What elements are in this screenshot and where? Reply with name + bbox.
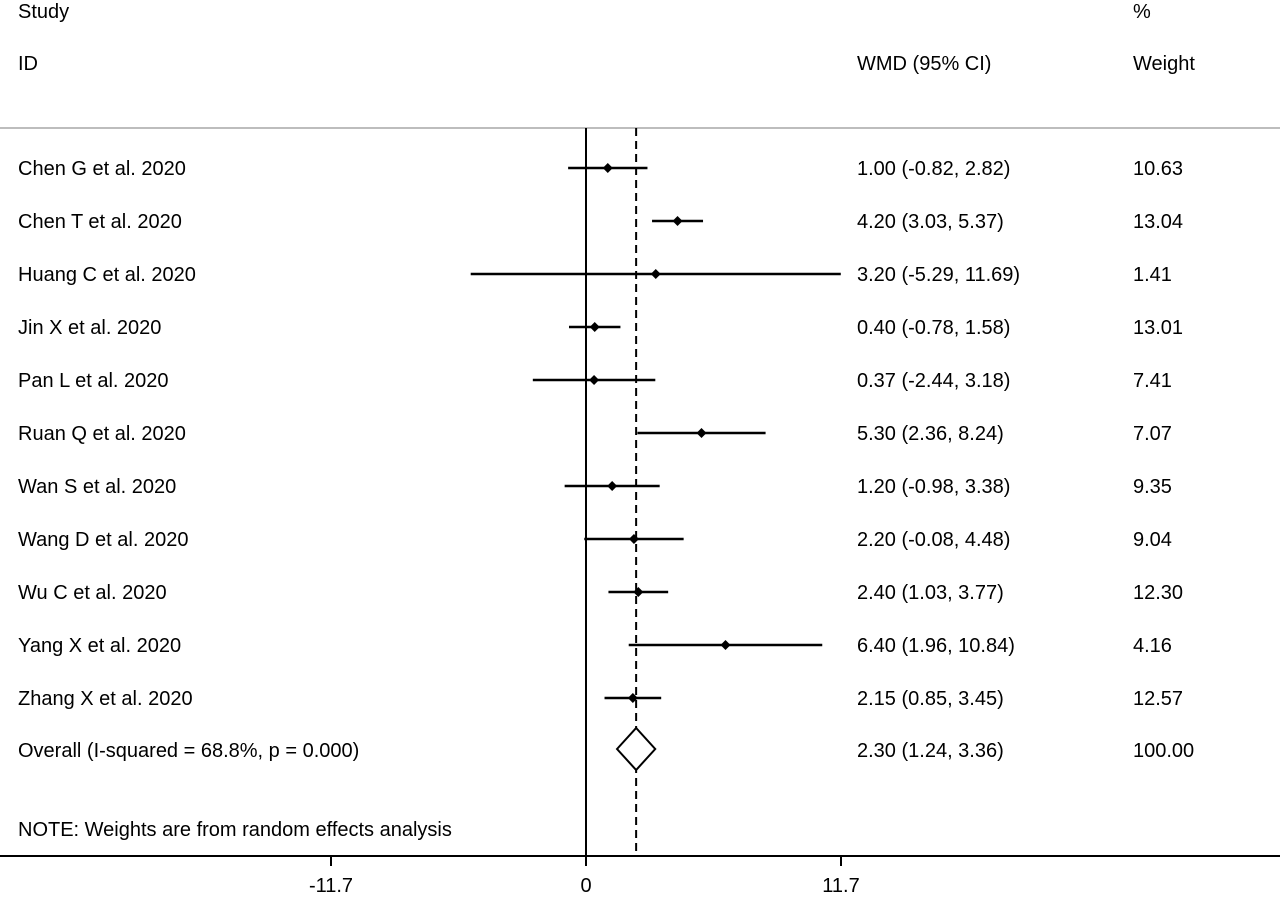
study-row: Huang C et al. 2020 3.20 (-5.29, 11.69) 1.… [18, 264, 1172, 286]
study-ci-text: 2.40 (1.03, 3.77) [857, 582, 1004, 604]
study-weight: 12.57 [1133, 688, 1183, 710]
study-weight: 13.01 [1133, 317, 1183, 339]
study-label: Yang X et al. 2020 [18, 635, 181, 657]
header-study: Study [18, 1, 69, 23]
study-label: Wan S et al. 2020 [18, 476, 176, 498]
study-ci-text: 0.37 (-2.44, 3.18) [857, 370, 1010, 392]
point-estimate-marker [589, 322, 600, 332]
study-label: Chen G et al. 2020 [18, 158, 186, 180]
x-axis-tick-label: -11.7 [309, 875, 353, 897]
study-label: Huang C et al. 2020 [18, 264, 196, 286]
x-axis-tick-label: 11.7 [822, 875, 859, 897]
study-ci-text: 4.20 (3.03, 5.37) [857, 211, 1004, 233]
study-label: Wang D et al. 2020 [18, 529, 188, 551]
study-label: Zhang X et al. 2020 [18, 688, 193, 710]
header-weight: Weight [1133, 53, 1195, 75]
study-row: Zhang X et al. 2020 2.15 (0.85, 3.45) 12.5… [18, 688, 1183, 710]
study-row: Yang X et al. 2020 6.40 (1.96, 10.84) 4.16 [18, 635, 1172, 657]
study-row: Wan S et al. 2020 1.20 (-0.98, 3.38) 9.35 [18, 476, 1172, 498]
study-ci-text: 5.30 (2.36, 8.24) [857, 423, 1004, 445]
study-label: Jin X et al. 2020 [18, 317, 161, 339]
point-estimate-marker [607, 481, 618, 491]
study-ci-text: 2.20 (-0.08, 4.48) [857, 529, 1010, 551]
header-id: ID [18, 53, 38, 75]
point-estimate-marker [720, 640, 731, 650]
study-weight: 12.30 [1133, 582, 1183, 604]
study-ci-text: 2.15 (0.85, 3.45) [857, 688, 1004, 710]
overall-weight: 100.00 [1133, 740, 1194, 762]
study-label: Chen T et al. 2020 [18, 211, 182, 233]
study-weight: 10.63 [1133, 158, 1183, 180]
overall-diamond [615, 726, 657, 772]
header-percent: % [1133, 1, 1151, 23]
point-estimate-marker [672, 216, 683, 226]
study-row: Chen T et al. 2020 4.20 (3.03, 5.37) 13.04 [18, 211, 1183, 233]
footnote: NOTE: Weights are from random effects an… [18, 819, 452, 841]
study-row: Wu C et al. 2020 2.40 (1.03, 3.77) 12.30 [18, 582, 1183, 604]
study-weight: 9.35 [1133, 476, 1172, 498]
study-ci-text: 3.20 (-5.29, 11.69) [857, 264, 1020, 286]
study-row: Jin X et al. 2020 0.40 (-0.78, 1.58) 13.01 [18, 317, 1183, 339]
study-weight: 9.04 [1133, 529, 1172, 551]
point-estimate-marker [628, 534, 639, 544]
study-weight: 7.07 [1133, 423, 1172, 445]
x-axis-tick-label: 0 [580, 875, 591, 897]
overall-ci-text: 2.30 (1.24, 3.36) [857, 740, 1004, 762]
point-estimate-marker [602, 163, 613, 173]
study-weight: 1.41 [1133, 264, 1172, 286]
study-row: Chen G et al. 2020 1.00 (-0.82, 2.82) 10.6… [18, 158, 1183, 180]
study-ci-text: 1.20 (-0.98, 3.38) [857, 476, 1010, 498]
study-row: Pan L et al. 2020 0.37 (-2.44, 3.18) 7.41 [18, 370, 1172, 392]
study-label: Wu C et al. 2020 [18, 582, 167, 604]
study-ci-text: 1.00 (-0.82, 2.82) [857, 158, 1010, 180]
study-weight: 7.41 [1133, 370, 1172, 392]
study-label: Pan L et al. 2020 [18, 370, 169, 392]
study-label: Ruan Q et al. 2020 [18, 423, 186, 445]
study-weight: 13.04 [1133, 211, 1183, 233]
study-row: Wang D et al. 2020 2.20 (-0.08, 4.48) 9.04 [18, 529, 1172, 551]
study-ci-text: 0.40 (-0.78, 1.58) [857, 317, 1010, 339]
x-axis-ticks: -11.7 0 11.7 [309, 856, 860, 897]
point-estimate-marker [627, 693, 638, 703]
study-row: Ruan Q et al. 2020 5.30 (2.36, 8.24) 7.07 [18, 423, 1172, 445]
point-estimate-marker [589, 375, 600, 385]
study-rows: Chen G et al. 2020 1.00 (-0.82, 2.82) 10.6… [18, 158, 1183, 710]
header-effect: WMD (95% CI) [857, 53, 991, 75]
point-estimate-marker [650, 269, 661, 279]
point-estimate-marker [633, 587, 644, 597]
point-estimate-marker [696, 428, 707, 438]
study-ci-text: 6.40 (1.96, 10.84) [857, 635, 1015, 657]
overall-label: Overall (I-squared = 68.8%, p = 0.000) [18, 740, 359, 762]
study-weight: 4.16 [1133, 635, 1172, 657]
